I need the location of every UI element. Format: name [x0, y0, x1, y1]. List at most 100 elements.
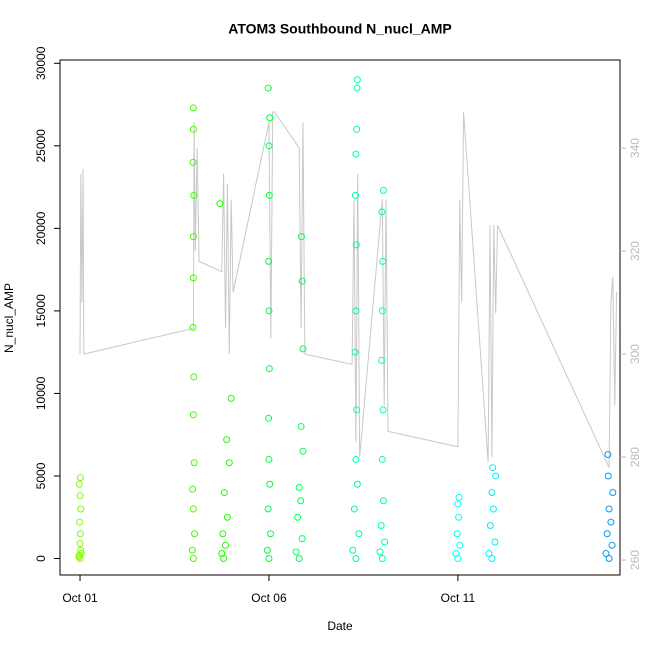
- point: [76, 530, 84, 538]
- point: [189, 125, 197, 133]
- point: [223, 513, 231, 521]
- point: [351, 348, 359, 356]
- point: [378, 208, 386, 216]
- point: [351, 191, 359, 199]
- point: [189, 505, 197, 513]
- point: [77, 546, 85, 554]
- point: [350, 505, 358, 513]
- point: [75, 553, 83, 561]
- point: [265, 414, 273, 422]
- point: [352, 241, 360, 249]
- x-tick-label: Oct 06: [251, 591, 287, 605]
- y-tick-label: 15000: [34, 294, 48, 328]
- y2-tick-label: 300: [628, 344, 642, 364]
- point: [216, 200, 224, 208]
- point: [352, 307, 360, 315]
- point: [265, 142, 273, 150]
- y-tick-label: 0: [34, 555, 48, 562]
- point: [378, 455, 386, 463]
- point: [76, 518, 84, 526]
- point: [219, 530, 227, 538]
- point: [189, 411, 197, 419]
- point: [492, 472, 500, 480]
- point: [352, 554, 360, 562]
- point: [218, 550, 226, 558]
- point: [265, 365, 273, 373]
- point: [265, 191, 273, 199]
- point: [75, 480, 83, 488]
- point: [349, 546, 357, 554]
- point: [452, 550, 460, 558]
- point: [456, 541, 464, 549]
- point: [265, 455, 273, 463]
- point: [189, 104, 197, 112]
- point: [223, 436, 231, 444]
- point: [376, 548, 384, 556]
- point: [608, 541, 616, 549]
- point: [353, 84, 361, 92]
- point: [263, 546, 271, 554]
- point: [453, 530, 461, 538]
- point: [605, 505, 613, 513]
- point: [77, 505, 85, 513]
- y-tick-label: 30000: [34, 46, 48, 80]
- y2-tick-label: 340: [628, 138, 642, 158]
- point: [602, 550, 610, 558]
- point: [297, 233, 305, 241]
- point: [353, 76, 361, 84]
- point: [379, 257, 387, 265]
- y-tick-label: 20000: [34, 211, 48, 245]
- point: [298, 535, 306, 543]
- point: [299, 447, 307, 455]
- point: [266, 114, 274, 122]
- point: [352, 150, 360, 158]
- point: [189, 274, 197, 282]
- point: [455, 493, 463, 501]
- point: [489, 464, 497, 472]
- point: [355, 530, 363, 538]
- point: [353, 125, 361, 133]
- point: [190, 373, 198, 381]
- point: [353, 406, 361, 414]
- point: [377, 521, 385, 529]
- point: [190, 459, 198, 467]
- x-tick-label: Oct 01: [62, 591, 98, 605]
- point: [491, 538, 499, 546]
- point: [225, 459, 233, 467]
- point: [265, 257, 273, 265]
- point: [485, 550, 493, 558]
- y2-tick-label: 320: [628, 241, 642, 261]
- point: [455, 513, 463, 521]
- point: [76, 540, 84, 548]
- point: [299, 345, 307, 353]
- y-axis-label: N_nucl_AMP: [2, 283, 16, 353]
- point: [264, 84, 272, 92]
- point: [604, 472, 612, 480]
- point: [76, 474, 84, 482]
- y-tick-label: 25000: [34, 129, 48, 163]
- point: [607, 518, 615, 526]
- point: [227, 394, 235, 402]
- point: [294, 513, 302, 521]
- point: [189, 158, 197, 166]
- y-tick-label: 10000: [34, 376, 48, 410]
- y2-tick-label: 260: [628, 550, 642, 570]
- point: [191, 530, 199, 538]
- point: [188, 546, 196, 554]
- point: [190, 191, 198, 199]
- point: [605, 554, 613, 562]
- point: [266, 480, 274, 488]
- point: [379, 497, 387, 505]
- point: [297, 497, 305, 505]
- y2-line: [79, 111, 618, 468]
- y2-tick-label: 280: [628, 447, 642, 467]
- point: [265, 307, 273, 315]
- point: [489, 505, 497, 513]
- point: [189, 323, 197, 331]
- point: [378, 356, 386, 364]
- point: [609, 488, 617, 496]
- point: [189, 233, 197, 241]
- x-axis-label: Date: [327, 619, 353, 633]
